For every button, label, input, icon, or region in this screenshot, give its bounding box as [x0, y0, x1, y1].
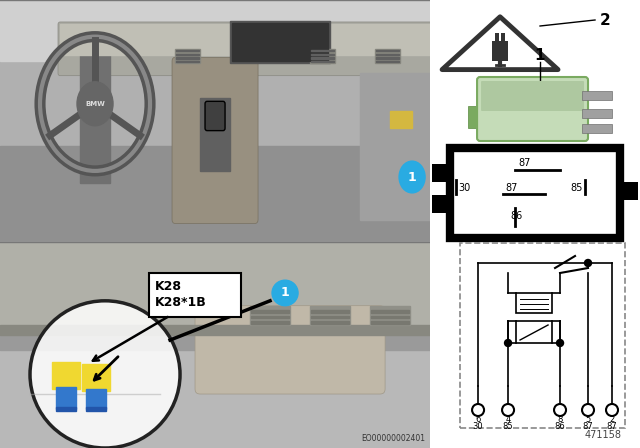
Circle shape	[557, 340, 564, 346]
Bar	[251, 321, 289, 324]
Bar	[251, 315, 289, 319]
Bar	[360, 73, 430, 220]
Bar	[370, 306, 410, 325]
Bar	[492, 41, 508, 61]
FancyBboxPatch shape	[477, 77, 588, 141]
FancyBboxPatch shape	[195, 306, 385, 394]
Text: 8: 8	[557, 414, 563, 423]
Text: 85: 85	[503, 422, 513, 431]
Text: K28: K28	[155, 280, 182, 293]
Bar	[311, 321, 349, 324]
Text: K28*1B: K28*1B	[155, 296, 207, 309]
Bar	[376, 57, 399, 59]
Circle shape	[272, 280, 298, 306]
Bar	[251, 310, 289, 313]
Text: 85: 85	[570, 183, 582, 193]
Bar	[176, 50, 199, 51]
Text: 30: 30	[473, 422, 483, 431]
Circle shape	[504, 340, 511, 346]
Bar	[56, 387, 76, 409]
Text: 87: 87	[505, 183, 517, 193]
Text: 2: 2	[609, 414, 614, 423]
Bar	[176, 57, 199, 59]
Bar	[230, 21, 330, 64]
Text: 4: 4	[506, 414, 511, 423]
Bar	[432, 164, 452, 182]
Bar	[516, 321, 552, 343]
FancyBboxPatch shape	[172, 57, 258, 224]
Bar	[582, 124, 612, 133]
Bar	[516, 293, 552, 313]
Circle shape	[30, 301, 180, 448]
Bar	[311, 310, 349, 313]
Bar	[371, 315, 409, 319]
Text: 6: 6	[476, 414, 481, 423]
Text: 86: 86	[510, 211, 522, 221]
Bar	[432, 195, 452, 213]
Text: 1: 1	[535, 47, 545, 63]
Bar	[176, 54, 199, 55]
Bar	[460, 243, 625, 428]
Text: 87: 87	[582, 422, 593, 431]
Text: 2: 2	[600, 13, 611, 27]
Bar	[0, 0, 430, 61]
Text: 30: 30	[458, 183, 470, 193]
Bar	[175, 49, 200, 64]
Bar	[582, 109, 612, 118]
FancyBboxPatch shape	[481, 81, 584, 111]
Bar	[311, 315, 349, 319]
Bar	[0, 325, 430, 335]
Bar	[311, 61, 334, 62]
Bar	[80, 49, 110, 183]
Bar	[60, 24, 430, 55]
Bar	[450, 148, 620, 238]
Bar	[468, 106, 483, 128]
Text: 86: 86	[555, 422, 565, 431]
Text: BMW: BMW	[85, 101, 105, 107]
Bar	[371, 321, 409, 324]
Bar	[310, 306, 350, 325]
Bar	[618, 182, 638, 200]
Bar	[0, 242, 430, 330]
Bar	[501, 33, 505, 41]
Bar	[82, 364, 110, 391]
Text: 87: 87	[607, 422, 618, 431]
Bar	[376, 61, 399, 62]
Bar	[56, 407, 76, 411]
Bar	[250, 306, 290, 325]
Bar	[310, 49, 335, 64]
Bar	[376, 50, 399, 51]
Text: 5: 5	[586, 414, 591, 423]
Bar	[232, 23, 328, 61]
FancyBboxPatch shape	[205, 101, 225, 131]
Bar	[311, 57, 334, 59]
FancyBboxPatch shape	[58, 22, 432, 76]
Bar	[495, 33, 499, 41]
Bar	[0, 146, 430, 244]
Circle shape	[399, 161, 425, 193]
Bar	[86, 407, 106, 411]
Text: 471158: 471158	[585, 430, 622, 440]
Bar	[0, 242, 430, 350]
Bar	[176, 61, 199, 62]
Circle shape	[77, 82, 113, 126]
Bar	[0, 350, 430, 448]
Bar	[86, 389, 106, 409]
Circle shape	[584, 259, 591, 267]
Bar	[371, 310, 409, 313]
Bar	[582, 91, 612, 100]
Text: 1: 1	[281, 286, 289, 299]
FancyBboxPatch shape	[149, 273, 241, 316]
Bar	[390, 111, 412, 128]
Bar	[376, 54, 399, 55]
Text: 87: 87	[518, 158, 531, 168]
Text: 1: 1	[408, 171, 417, 184]
Text: EO00000002401: EO00000002401	[361, 434, 425, 443]
Bar	[311, 50, 334, 51]
Bar	[375, 49, 400, 64]
Bar	[200, 98, 230, 171]
Bar	[52, 362, 80, 389]
Bar	[311, 54, 334, 55]
